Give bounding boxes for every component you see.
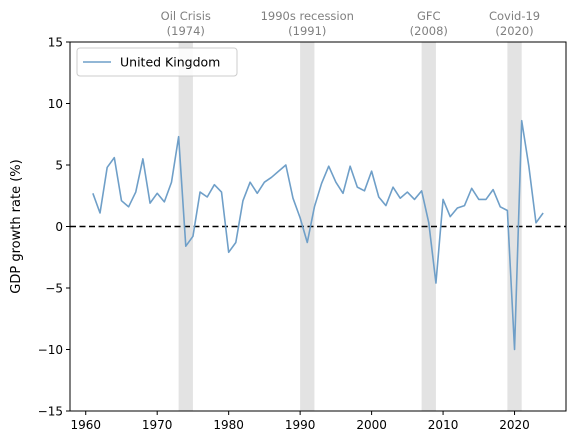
y-tick-label: −15 — [38, 404, 63, 418]
period-label: Covid-19 — [489, 9, 540, 23]
y-tick-label: 15 — [48, 35, 63, 49]
legend-box — [76, 47, 238, 77]
period-labels: Oil Crisis(1974) 1990s recession(1991) GFC… — [161, 9, 540, 38]
period-label: GFC — [417, 9, 441, 23]
period-year-label: (2008) — [410, 24, 448, 38]
y-tick-label: −10 — [38, 343, 63, 357]
x-tick-label: 1980 — [213, 418, 244, 432]
shaded-period-band — [507, 42, 522, 411]
series-line — [92, 119, 544, 351]
period-year-label: (1991) — [288, 24, 326, 38]
x-tick-label: 1960 — [70, 418, 101, 432]
period-year-label: (1974) — [167, 24, 205, 38]
period-year-label: (2020) — [495, 24, 533, 38]
x-tick-label: 2020 — [499, 418, 530, 432]
x-tick-label: 1970 — [142, 418, 173, 432]
x-tick-label: 1990 — [285, 418, 316, 432]
y-tick-label: 0 — [55, 220, 63, 234]
legend: United Kingdom — [76, 47, 238, 77]
axis-ticks: 1960 1970 1980 1990 2000 2010 2020 −15 −10 −5 0 5 10… — [38, 35, 530, 432]
period-label: 1990s recession — [261, 9, 354, 23]
period-label: Oil Crisis — [161, 9, 211, 23]
x-tick-label: 2000 — [356, 418, 387, 432]
y-axis-label: GDP growth rate (%) — [9, 159, 24, 293]
y-tick-label: −5 — [45, 281, 63, 295]
y-tick-label: 5 — [55, 158, 63, 172]
shaded-period-band — [300, 42, 315, 411]
series-layer — [92, 119, 544, 351]
y-tick-label: 10 — [48, 97, 63, 111]
legend-label: United Kingdom — [120, 55, 220, 70]
x-tick-label: 2010 — [428, 418, 459, 432]
